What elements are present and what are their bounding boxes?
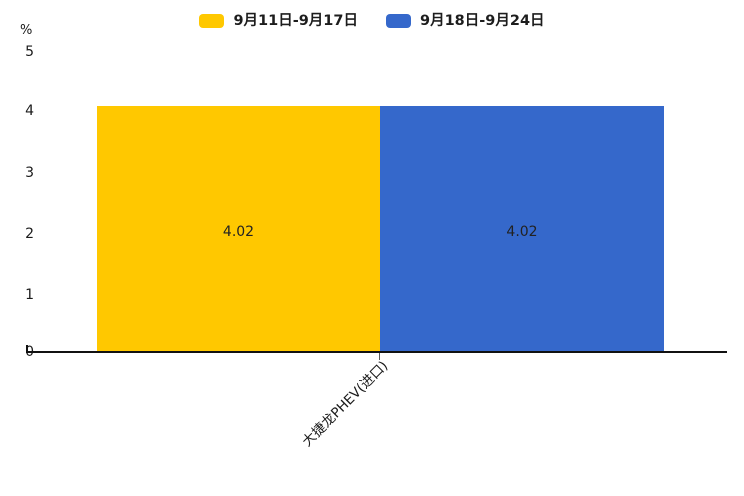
bar-series-1-category-1[interactable] [97,105,380,352]
bar-value-label-series-1: 4.02 [222,224,255,240]
chart-legend: 9月11日-9月17日 9月18日-9月24日 [0,9,744,33]
y-axis-tick-5: 5 [25,44,34,60]
legend-label-series-2: 9月18日-9月24日 [420,12,545,29]
y-axis-tick-4: 4 [25,103,34,119]
x-axis-tick-category-1 [379,353,380,360]
y-axis-tick-3: 3 [25,165,34,181]
y-axis-tick-1: 1 [25,287,34,303]
legend-item-series-2[interactable]: 9月18日-9月24日 [386,12,545,29]
y-axis-tick-2: 2 [25,226,34,242]
x-axis-label-category-1: 大捷龙PHEV(进口) [299,358,392,450]
x-axis-line [26,351,727,353]
legend-swatch-yellow [199,14,225,28]
bar-series-2-category-1[interactable] [380,105,664,352]
y-axis-unit-label: % [20,23,33,38]
legend-item-series-1[interactable]: 9月11日-9月17日 [199,12,358,29]
bar-value-label-series-2: 4.02 [506,224,538,240]
legend-label-series-1: 9月11日-9月17日 [233,12,358,29]
x-axis-left-cap [26,345,28,352]
legend-swatch-blue [386,14,411,28]
